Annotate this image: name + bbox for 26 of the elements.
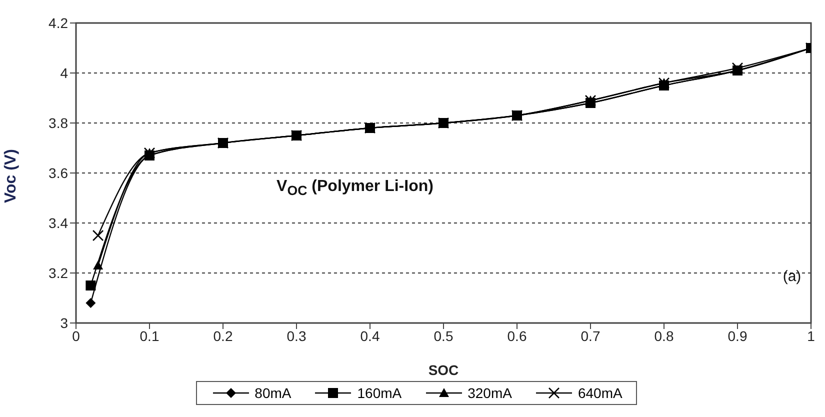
x-tick-label: 0.3 — [286, 328, 306, 344]
x-tick-label: 0.6 — [507, 328, 527, 344]
legend-label: 160mA — [357, 385, 402, 401]
y-tick-label: 3.8 — [48, 114, 68, 131]
y-tick-label: 4 — [60, 64, 68, 81]
x-tick-label: 0.2 — [213, 328, 233, 344]
y-tick-label: 3.4 — [48, 214, 68, 231]
x-tick-label: 0.5 — [434, 328, 454, 344]
y-axis-title: Voc (V) — [2, 149, 20, 203]
x-tick-label: 1 — [807, 328, 816, 344]
x-tick-label: 0.1 — [140, 328, 160, 344]
x-tick-label: 0.7 — [580, 328, 600, 344]
annotation: V$_{OC}$ (Polymer Li-Ion) — [276, 178, 434, 198]
x-tick-label: 0.8 — [654, 328, 674, 344]
x-axis-title: SOC — [428, 362, 459, 378]
y-tick-label: 3.2 — [48, 264, 68, 281]
x-tick-label: 0 — [72, 328, 80, 344]
y-tick-label: 4.2 — [48, 14, 68, 31]
legend-label: 320mA — [468, 385, 512, 401]
x-tick-label: 0.9 — [728, 328, 748, 344]
legend-label: 80mA — [254, 385, 292, 401]
y-tick-label: 3.6 — [48, 164, 68, 181]
y-tick-label: 3 — [60, 314, 68, 331]
x-tick-label: 0.4 — [360, 328, 380, 344]
legend-label: 640mA — [578, 385, 622, 401]
annotation: (a) — [782, 268, 802, 285]
